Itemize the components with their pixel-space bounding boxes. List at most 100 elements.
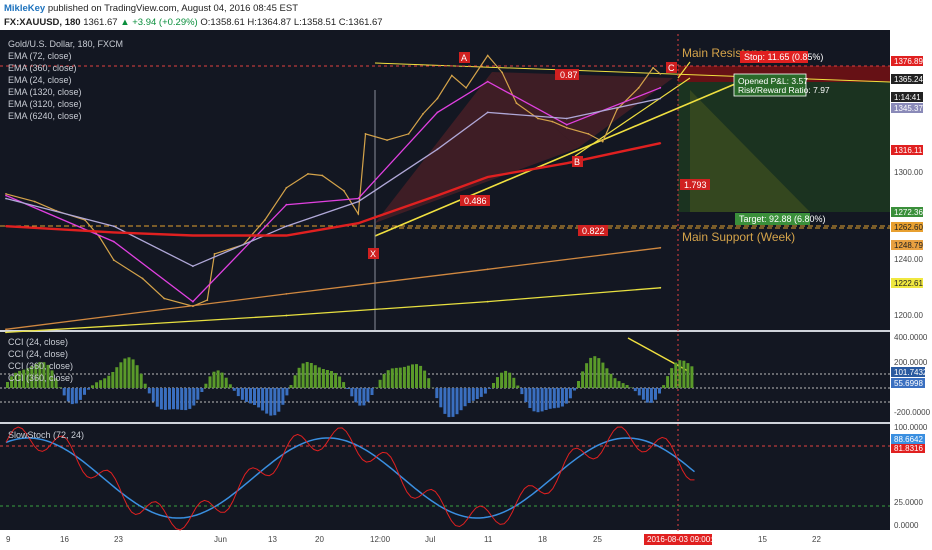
stop-text: Stop: 11.65 (0.85%) xyxy=(744,52,823,62)
trading-chart[interactable]: Gold/U.S. Dollar, 180, FXCM EMA (72, clo… xyxy=(0,30,932,550)
cci-bar xyxy=(42,362,46,388)
chart-annotations: Main Resistance Main Support (Week) Stop… xyxy=(368,46,830,259)
target-text: Target: 92.88 (6.80%) xyxy=(739,214,826,224)
cci-bar xyxy=(358,388,362,406)
data-point xyxy=(263,219,266,222)
stoch-tick: 100.0000 xyxy=(894,423,928,432)
time-axis[interactable]: 9 16 23 Jun 13 20 12:00 Jul 11 18 25 201… xyxy=(6,534,821,545)
legend-item[interactable]: EMA (360, close) xyxy=(8,63,77,73)
cci-bar xyxy=(131,359,135,388)
position-info-box[interactable] xyxy=(733,73,807,97)
data-point xyxy=(386,139,388,142)
cci-bar xyxy=(366,388,370,402)
cci-bar xyxy=(589,357,593,388)
price-tag-text: 1316.11 xyxy=(894,146,923,155)
ratio-badge xyxy=(555,69,579,80)
cci-bar xyxy=(609,373,613,388)
ratio-0486: 0.486 xyxy=(464,196,487,206)
stoch-tag xyxy=(891,444,925,453)
time-tick: 16 xyxy=(60,535,69,544)
data-point xyxy=(357,197,360,200)
data-point xyxy=(537,117,539,120)
data-point xyxy=(587,133,590,135)
point-a: A xyxy=(461,53,467,63)
cci-legend-item[interactable]: CCI (24, close) xyxy=(8,349,68,359)
cci-bar xyxy=(66,388,70,402)
data-point xyxy=(307,173,309,175)
target-zone xyxy=(678,82,890,212)
cci-bar xyxy=(103,378,107,388)
harmonic-xab-fill xyxy=(375,72,578,223)
published-text: published on TradingView.com, August 04,… xyxy=(47,3,298,14)
stop-badge[interactable] xyxy=(740,51,808,63)
cci-bar xyxy=(119,362,123,388)
cci-bar xyxy=(577,381,580,388)
cci-bar xyxy=(512,377,516,388)
stoch-legend[interactable]: SlowStoch (72, 24) xyxy=(8,430,84,440)
legend-item[interactable]: EMA (24, close) xyxy=(8,75,72,85)
legend-item[interactable]: EMA (3120, close) xyxy=(8,99,82,109)
cci-bar xyxy=(370,388,374,395)
cci-bar xyxy=(78,388,82,400)
data-point xyxy=(357,222,360,225)
cci-bar xyxy=(176,388,180,410)
data-point xyxy=(551,120,554,123)
data-point xyxy=(486,111,489,114)
price-tick: 1200.00 xyxy=(894,311,923,320)
data-point xyxy=(213,253,216,255)
time-axis-background xyxy=(0,530,890,550)
cci-bar xyxy=(427,378,431,388)
cci-bar xyxy=(560,388,564,407)
legend-item[interactable]: EMA (72, close) xyxy=(8,51,72,61)
data-point xyxy=(285,186,288,189)
data-point xyxy=(616,108,618,111)
cci-bar xyxy=(155,388,159,407)
cci-bar xyxy=(398,367,402,388)
cci-bar xyxy=(613,378,617,388)
cci-legend-item[interactable]: CCI (24, close) xyxy=(8,337,68,347)
legend-item[interactable]: EMA (6240, close) xyxy=(8,111,82,121)
cci-bar xyxy=(38,362,42,388)
data-point xyxy=(112,240,115,243)
cci-tick: 200.0000 xyxy=(894,358,928,367)
time-tick: 15 xyxy=(758,535,767,544)
cci-bar xyxy=(350,388,354,397)
data-point xyxy=(33,200,36,203)
cci-bar xyxy=(617,381,621,388)
stoch-tag xyxy=(891,434,925,444)
cci-bar xyxy=(678,360,682,388)
price-tag-text: 1345.37 xyxy=(894,104,923,113)
ohlc-values: O:1358.61 H:1364.87 L:1358.51 C:1361.67 xyxy=(200,17,383,28)
time-tick: 13 xyxy=(268,535,277,544)
cci-bar xyxy=(637,388,641,396)
point-x: X xyxy=(370,249,376,259)
cci-bar xyxy=(581,371,585,388)
data-point xyxy=(84,219,86,222)
data-point xyxy=(659,97,662,100)
cci-bar xyxy=(524,388,528,403)
cci-bar xyxy=(313,365,317,388)
cci-legend-item[interactable]: CCI (360, close) xyxy=(8,373,73,383)
price-axis[interactable]: 1376.89 1365.24 1:14:41 1345.37 1316.11 … xyxy=(891,56,931,530)
cci-bar xyxy=(390,368,394,388)
cci-bar xyxy=(139,373,143,388)
legend-item[interactable]: EMA (1320, close) xyxy=(8,87,82,97)
ratio-0822: 0.822 xyxy=(582,226,605,236)
cci-bar xyxy=(334,373,338,388)
price-tag-text: 1262.60 xyxy=(894,223,923,232)
data-point xyxy=(285,234,288,237)
ratio-badge xyxy=(680,179,710,190)
cci-histogram xyxy=(6,356,694,418)
main-support-label: Main Support (Week) xyxy=(682,230,795,244)
countdown-tag xyxy=(891,92,923,102)
cci-bar xyxy=(95,382,99,388)
target-badge[interactable] xyxy=(735,213,810,225)
stoch-d-line xyxy=(5,426,695,531)
cci-bar xyxy=(435,388,439,399)
cci-bar xyxy=(601,362,605,388)
data-point xyxy=(192,234,194,237)
cci-legend-item[interactable]: CCI (360, close) xyxy=(8,361,73,371)
author-link[interactable]: MikleKey xyxy=(4,3,46,14)
data-point xyxy=(163,297,166,300)
cci-bar xyxy=(354,388,358,403)
